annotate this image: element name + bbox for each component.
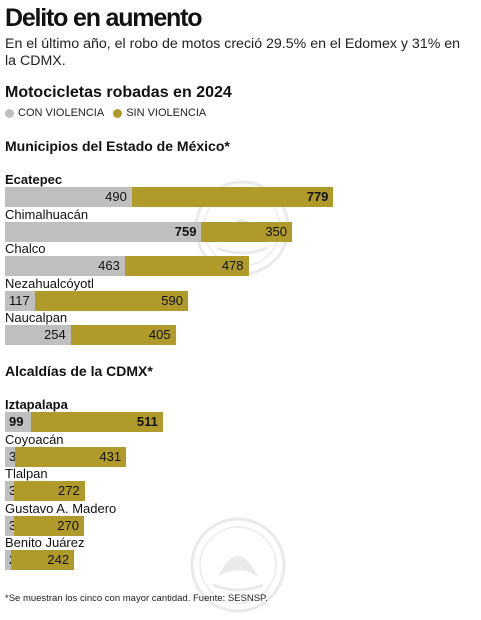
data-label: 254 [44,327,66,342]
data-label: 431 [99,448,122,464]
data-label: 779 [306,189,329,204]
category-label: Chimalhuacán [5,206,89,222]
legend-swatch-con-violencia [5,108,14,118]
legend-label: CON VIOLENCIA [18,107,105,119]
bar-con-violencia [5,550,12,570]
bar-con-violencia [5,256,125,276]
bar-con-violencia [5,187,132,207]
legend: CON VIOLENCIA SIN VIOLENCIA [5,107,215,119]
data-label: 117 [9,292,30,308]
bar-sin-violencia [14,515,84,536]
bar-sin-violencia [131,187,334,207]
data-label: 99 [9,414,24,429]
data-label: 759 [174,223,197,239]
eagle-seal-icon [190,517,286,613]
category-label: Ecatepec [5,172,63,187]
bar-sin-violencia [201,221,292,242]
data-label: 270 [57,517,79,533]
chart-group-title: Alcaldías de la CDMX* [5,363,153,379]
category-label: Benito Juárez [5,535,85,550]
legend-item-con-violencia: CON VIOLENCIA [5,107,104,119]
bar-sin-violencia [124,256,249,276]
category-label: Naucalpan [5,310,68,325]
bar-sin-violencia [70,325,176,345]
chart-group-title: Municipios del Estado de México* [5,138,230,154]
bar-con-violencia [5,325,71,345]
bar-con-violencia [5,446,15,467]
bar-sin-violencia [14,481,85,501]
bar-sin-violencia [14,446,127,467]
data-label: 272 [58,483,80,498]
data-label: 511 [136,414,158,429]
category-label: Gustavo A. Madero [5,500,117,516]
category-label: Nezahualcóyotl [5,275,94,291]
bar-con-violencia [5,515,15,536]
bar-con-violencia [5,412,31,432]
category-label: Coyoacán [5,431,64,447]
footnote: *Se muestran los cinco con mayor cantida… [5,593,268,604]
data-label: 350 [265,223,288,239]
category-label: Tlalpan [5,466,48,481]
bar-sin-violencia [30,412,163,432]
bar-con-violencia [5,290,36,311]
data-label: 590 [161,292,183,308]
data-label: 478 [221,258,244,273]
data-label: 463 [98,258,120,273]
bar-sin-violencia [11,550,75,570]
bar-con-violencia [5,481,15,501]
bar-con-violencia [5,221,202,242]
data-label: 405 [148,327,171,342]
data-label: 490 [105,189,127,204]
chart-heading: Motocicletas robadas en 2024 [5,84,232,101]
legend-label: SIN VIOLENCIA [126,107,207,119]
page-title: Delito en aumento [5,4,202,32]
category-label: Iztapalapa [5,397,68,412]
category-label: Chalco [5,241,46,256]
data-label: 242 [47,552,70,567]
bar-sin-violencia [35,290,188,311]
legend-item-sin-violencia: SIN VIOLENCIA [113,107,206,119]
legend-swatch-sin-violencia [113,108,123,118]
page-subtitle: En el último año, el robo de motos creci… [5,36,461,69]
